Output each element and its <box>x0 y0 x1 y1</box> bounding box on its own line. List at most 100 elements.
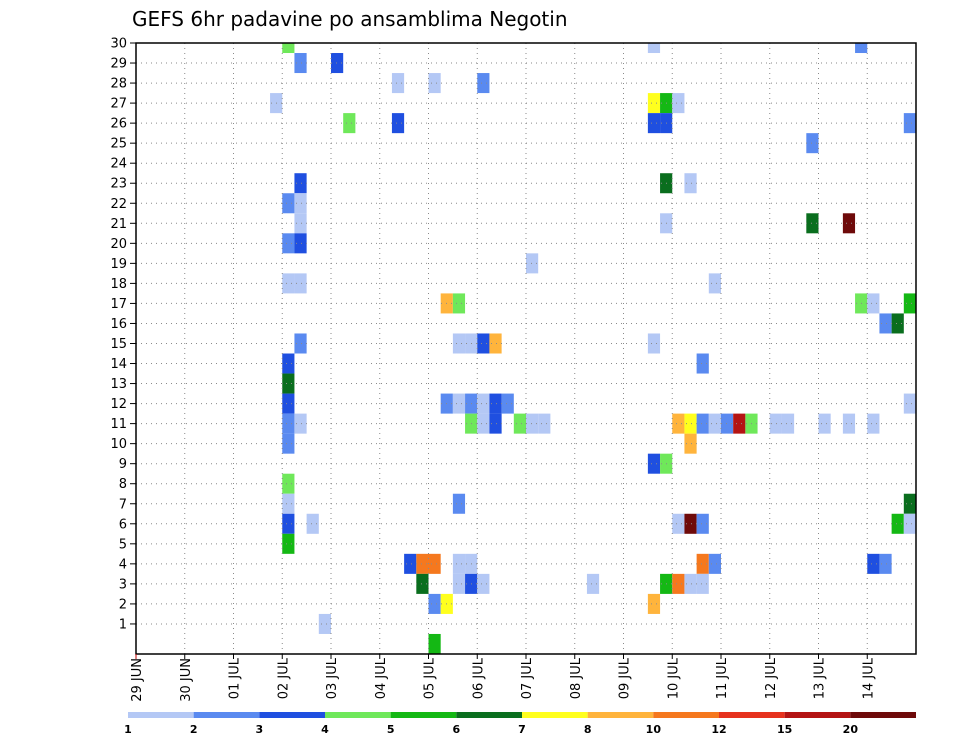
x-tick-label: 14 JUL <box>861 657 876 699</box>
precip-cell <box>891 513 904 534</box>
y-tick-label: 30 <box>110 37 127 52</box>
precip-cell <box>696 553 709 574</box>
precip-cell <box>282 193 295 214</box>
precip-cell <box>672 413 685 434</box>
precip-cell <box>282 473 295 494</box>
colorbar-swatch <box>719 712 785 718</box>
precip-cell <box>282 433 295 454</box>
precip-cell <box>684 573 697 594</box>
precip-cell <box>489 413 502 434</box>
precip-cell <box>416 573 429 594</box>
colorbar-label: 20 <box>843 723 859 736</box>
y-tick-label: 17 <box>110 297 127 312</box>
y-tick-label: 5 <box>119 537 127 552</box>
precip-cell <box>806 133 819 154</box>
precip-cell <box>477 333 490 354</box>
plot-grid <box>136 42 916 654</box>
precip-cell <box>282 353 295 374</box>
y-tick-label: 23 <box>110 177 127 192</box>
precip-cell <box>867 413 880 434</box>
colorbar-label: 3 <box>256 723 264 736</box>
colorbar-label: 7 <box>518 723 526 736</box>
y-tick-label: 12 <box>110 397 127 412</box>
precip-cell <box>879 313 892 334</box>
colorbar-swatch <box>587 712 654 718</box>
x-tick-label: 29 JUN <box>130 658 145 702</box>
precip-cell <box>282 413 295 434</box>
precip-cell <box>477 573 490 594</box>
precip-cell <box>477 413 490 434</box>
y-tick-label: 11 <box>110 417 127 432</box>
y-tick-label: 29 <box>110 57 127 72</box>
precip-cell <box>282 373 295 394</box>
y-tick-label: 24 <box>110 157 127 172</box>
precip-cell <box>855 43 868 54</box>
y-tick-label: 14 <box>110 357 127 372</box>
precip-cell <box>647 453 661 474</box>
precip-cell <box>684 433 697 454</box>
precip-cell <box>452 553 466 574</box>
x-tick-label: 11 JUL <box>715 657 730 699</box>
x-tick-label: 12 JUL <box>764 657 779 699</box>
y-tick-label: 27 <box>110 97 127 112</box>
precip-cell <box>721 413 734 434</box>
precip-cell <box>318 613 331 634</box>
colorbar: 1 2 3 4 5 6 7 8 10 12 15 20 <box>124 712 916 736</box>
precip-cell <box>294 233 307 254</box>
colorbar-swatch <box>850 712 916 718</box>
precip-cell <box>708 553 721 574</box>
y-tick-label: 20 <box>110 237 127 252</box>
precip-cell <box>404 553 417 574</box>
y-tick-label: 15 <box>110 337 127 352</box>
y-tick-label: 2 <box>119 597 127 612</box>
precip-cell <box>647 333 661 354</box>
precip-cell <box>282 43 295 54</box>
precip-cell <box>842 413 856 434</box>
precip-cell <box>538 413 551 434</box>
y-tick-label: 9 <box>119 457 127 472</box>
precip-cell <box>867 293 880 314</box>
precip-cell <box>806 213 819 234</box>
y-tick-label: 28 <box>110 77 127 92</box>
precip-cell <box>684 173 697 194</box>
y-tick-label: 18 <box>110 277 127 292</box>
precip-cells <box>270 43 916 654</box>
colorbar-swatch <box>522 712 588 718</box>
precip-cell <box>647 93 661 114</box>
y-tick-label: 1 <box>119 617 127 632</box>
colorbar-label: 10 <box>646 723 662 736</box>
colorbar-swatch <box>784 712 851 718</box>
y-tick-label: 26 <box>110 117 127 132</box>
precip-cell <box>452 393 466 414</box>
precip-cell <box>306 513 319 534</box>
x-tick-label: 07 JUL <box>520 657 535 699</box>
precip-cell <box>672 573 685 594</box>
precip-cell <box>294 213 307 234</box>
precip-cell <box>879 553 892 574</box>
precip-cell <box>672 93 685 114</box>
precip-cell <box>452 293 466 314</box>
precip-cell <box>867 553 880 574</box>
precip-cell <box>696 573 709 594</box>
y-axis-ticks: 1234567891011121314151617181920212223242… <box>110 37 136 632</box>
x-tick-label: 10 JUL <box>666 657 681 699</box>
colorbar-swatch <box>456 712 522 718</box>
x-tick-label: 03 JUL <box>325 657 340 699</box>
colorbar-label: 15 <box>777 723 792 736</box>
colorbar-label: 5 <box>387 723 395 736</box>
precip-cell <box>647 593 661 614</box>
x-tick-label: 04 JUL <box>374 657 389 699</box>
precip-cell <box>294 53 307 74</box>
precip-cell <box>903 113 916 134</box>
colorbar-label: 4 <box>321 723 329 736</box>
precip-cell <box>452 493 466 514</box>
chart-title: GEFS 6hr padavine po ansamblima Negotin <box>132 7 568 31</box>
precip-cell <box>903 513 916 534</box>
precip-cell <box>733 413 746 434</box>
precip-cell <box>428 73 441 94</box>
x-tick-label: 06 JUL <box>471 657 486 699</box>
precip-cell <box>903 493 916 514</box>
x-axis-ticks: 29 JUN 30 JUN 01 JUL 02 JUL 03 JUL 04 JUL 05 J… <box>130 654 876 702</box>
colorbar-swatch <box>325 712 391 718</box>
